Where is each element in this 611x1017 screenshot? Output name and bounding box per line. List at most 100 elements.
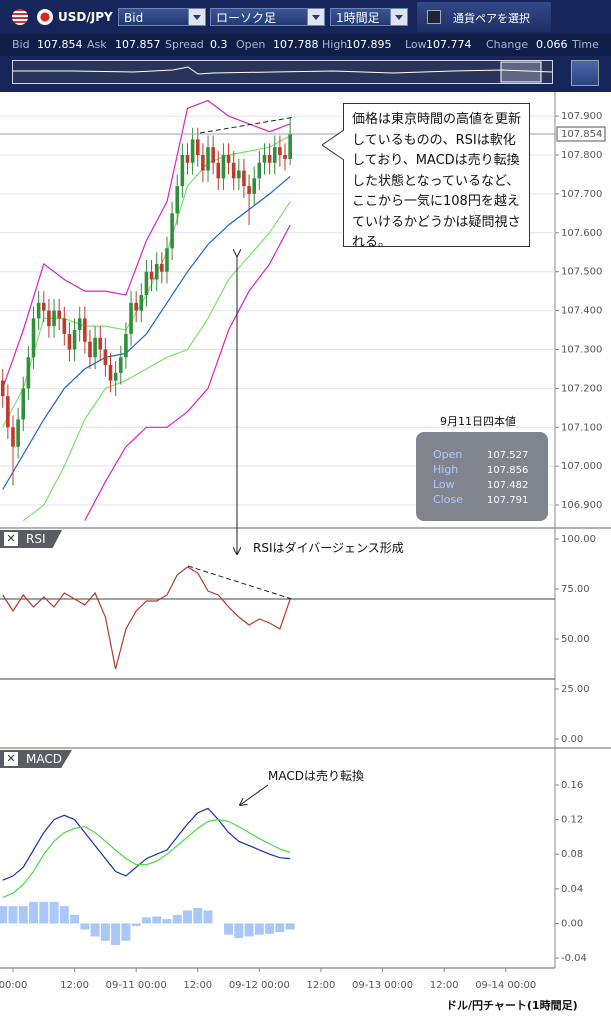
y-tick-label: 107.900 xyxy=(561,111,602,122)
y-tick-label: 107.000 xyxy=(561,461,602,472)
candle-body xyxy=(36,302,41,319)
ohlc-label: Close xyxy=(433,493,463,506)
y-tick-label: 107.100 xyxy=(561,422,602,433)
histogram-bar xyxy=(244,923,254,937)
candle-body xyxy=(0,380,5,397)
ohlc-label: Low xyxy=(433,478,455,491)
navigator[interactable] xyxy=(12,60,553,84)
histogram-bar xyxy=(152,916,162,924)
quote-label: Spread xyxy=(165,38,204,51)
histogram-bar xyxy=(80,923,90,930)
series-line xyxy=(2,818,291,899)
candle-body xyxy=(154,263,159,280)
candle-body xyxy=(41,302,46,311)
candle-body xyxy=(88,341,92,358)
candle-body xyxy=(113,372,118,381)
histogram-bar xyxy=(70,914,80,924)
y-tick-label: -0.04 xyxy=(561,953,587,964)
series-line xyxy=(22,201,291,522)
jp-flag xyxy=(37,9,53,25)
candle-body xyxy=(31,318,36,358)
candle-body xyxy=(103,349,108,366)
candle-body xyxy=(216,162,221,179)
y-tick-label: 75.00 xyxy=(561,584,590,595)
histogram-bar xyxy=(172,914,182,924)
candle-body xyxy=(272,147,277,163)
x-tick-label: 09-14 00:00 xyxy=(475,980,536,991)
candle-body xyxy=(77,318,82,331)
y-tick-label: 107.500 xyxy=(561,267,602,278)
candle-body xyxy=(175,186,180,214)
label: 1時間足 xyxy=(336,11,380,25)
ohlc-box: Open 107.527 High 107.856 Low 107.482 Close 107… xyxy=(416,432,548,521)
candle-body xyxy=(226,155,231,163)
y-tick-label: 107.800 xyxy=(561,150,602,161)
select-pair[interactable]: 通貨ペアを選択 xyxy=(417,2,551,32)
candle-body xyxy=(288,134,292,159)
candle-body xyxy=(11,427,15,447)
candle-body xyxy=(83,318,87,342)
candle-body xyxy=(67,333,72,350)
interval-select[interactable]: 1時間足 xyxy=(330,8,408,26)
candle-body xyxy=(185,155,190,163)
candle-body xyxy=(267,155,272,163)
candle-body xyxy=(57,310,61,319)
quote-label: Time xyxy=(572,38,599,51)
candle-body xyxy=(47,310,51,327)
candle-body xyxy=(262,155,267,163)
candle-body xyxy=(52,310,56,327)
candle-body xyxy=(170,213,174,249)
quote-value: 107.788 xyxy=(273,38,319,51)
x-tick-label: 12:00 xyxy=(183,980,212,991)
y-tick-label: 100.00 xyxy=(561,534,596,545)
price-type-select[interactable]: Bid xyxy=(118,8,206,26)
ohlc-label: High xyxy=(433,463,459,476)
navigator-line xyxy=(13,61,553,83)
x-tick-label: 09-11 00:00 xyxy=(106,980,167,991)
histogram-bar xyxy=(59,906,69,924)
x-tick-label: 00:00 xyxy=(0,980,27,991)
divergence-line xyxy=(187,565,296,601)
quote-label: Open xyxy=(236,38,266,51)
series-line xyxy=(2,566,291,670)
series-line xyxy=(2,807,291,881)
checkbox[interactable] xyxy=(427,10,441,24)
candle-body xyxy=(211,147,215,163)
candle-body xyxy=(278,147,282,156)
candle-body xyxy=(62,318,67,334)
candle-body xyxy=(144,271,149,296)
histogram-bar xyxy=(29,901,39,924)
series-line xyxy=(84,224,291,521)
candle-body xyxy=(16,419,20,447)
x-tick-label: 12:00 xyxy=(430,980,459,991)
y-tick-label: 107.400 xyxy=(561,306,602,317)
chart-type-select[interactable]: ローソク足 xyxy=(210,8,325,26)
rsi-tab[interactable]: ✕ RSI xyxy=(0,530,62,548)
candle-body xyxy=(237,170,241,179)
macd-tab[interactable]: ✕ MACD xyxy=(0,750,72,768)
plots: 106.900 107.000 107.100 107.200 107.300 107.4… xyxy=(0,99,606,991)
quote-row xyxy=(0,34,611,56)
quote-value: 107.895 xyxy=(346,38,392,51)
histogram-bar xyxy=(203,910,213,924)
series-line xyxy=(2,175,291,490)
arrow xyxy=(240,784,269,805)
us-flag xyxy=(12,9,28,25)
candle-body xyxy=(124,333,128,358)
series-line xyxy=(2,99,291,389)
x-tick-label: 09-12 00:00 xyxy=(229,980,290,991)
pair: USD/JPY xyxy=(58,10,113,24)
candle-body xyxy=(221,155,226,179)
candle-body xyxy=(26,357,31,389)
expand-button[interactable] xyxy=(571,60,599,86)
histogram-bar xyxy=(234,923,244,939)
candle-body xyxy=(242,170,246,187)
candle-body xyxy=(283,155,287,159)
histogram-bar xyxy=(254,923,264,935)
candle-body xyxy=(98,337,103,350)
x-tick-label: 09-13 00:00 xyxy=(352,980,413,991)
candle-body xyxy=(129,302,133,334)
candle-body xyxy=(134,302,138,311)
candle-body xyxy=(247,186,251,194)
